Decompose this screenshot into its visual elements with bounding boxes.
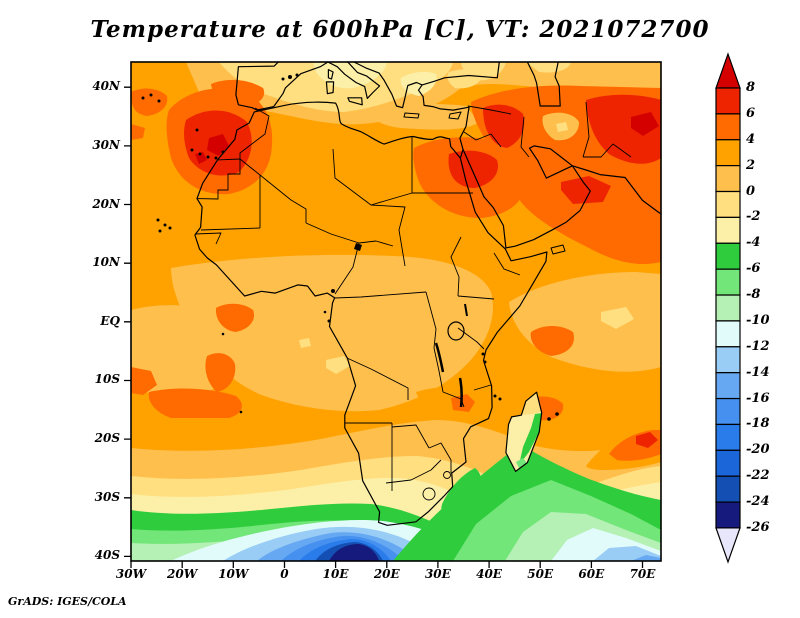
x-tick-label: 0 bbox=[280, 567, 289, 581]
colorbar-box bbox=[715, 190, 741, 219]
colorbar bbox=[715, 52, 741, 564]
y-tick-label: 30S bbox=[94, 489, 120, 504]
y-tick-label: 10S bbox=[94, 372, 120, 387]
colorbar-level-label: -4 bbox=[746, 235, 761, 251]
colorbar-box bbox=[715, 294, 741, 322]
colorbar-level-label: 8 bbox=[746, 80, 756, 95]
colorbar-level-label: -10 bbox=[746, 312, 770, 328]
colorbar-box bbox=[715, 165, 741, 193]
x-tick-label: 50E bbox=[527, 567, 554, 581]
colorbar-level-label: 0 bbox=[746, 183, 756, 199]
colorbar-level-label: -16 bbox=[746, 390, 770, 406]
colorbar-level-label: -18 bbox=[746, 416, 770, 432]
colorbar-box bbox=[715, 423, 741, 451]
y-tick-label: 20S bbox=[94, 431, 120, 446]
coastlines bbox=[194, 61, 662, 526]
colorbar-box bbox=[715, 372, 741, 400]
x-tick-label: 30E bbox=[424, 567, 451, 581]
x-tick-label: 10W bbox=[218, 567, 249, 581]
map-plot bbox=[124, 61, 662, 568]
x-tick-label: 60E bbox=[578, 567, 605, 581]
colorbar-level-label: 6 bbox=[746, 105, 756, 121]
colorbar-level-label: -6 bbox=[746, 261, 761, 277]
y-tick-label: 20N bbox=[92, 196, 120, 211]
colorbar-triangle bbox=[715, 52, 741, 89]
y-tick-label: 40S bbox=[94, 548, 120, 563]
colorbar-box bbox=[715, 397, 741, 426]
x-tick-label: 40E bbox=[476, 567, 502, 581]
colorbar-box bbox=[715, 139, 741, 167]
colorbar-level-label: -20 bbox=[746, 442, 770, 458]
temperature-field bbox=[131, 62, 661, 561]
page-title: Temperature at 600hPa [C], VT: 202107270… bbox=[90, 16, 710, 43]
colorbar-level-label: -8 bbox=[746, 287, 761, 303]
x-tick-label: 10E bbox=[322, 567, 349, 581]
colorbar-level-label: -2 bbox=[746, 209, 761, 225]
colorbar-triangle bbox=[715, 527, 741, 564]
colorbar-box bbox=[715, 475, 741, 503]
colorbar-box bbox=[715, 87, 741, 115]
x-tick-label: 20E bbox=[373, 567, 400, 581]
y-tick-label: EQ bbox=[100, 313, 120, 328]
country-borders bbox=[194, 101, 632, 501]
colorbar-level-label: -14 bbox=[746, 364, 770, 380]
colorbar-box bbox=[715, 113, 741, 141]
y-tick-label: 30N bbox=[92, 137, 120, 152]
colorbar-level-label: -24 bbox=[746, 494, 770, 510]
x-tick-label: 30W bbox=[115, 567, 147, 581]
island-dots bbox=[141, 73, 559, 421]
colorbar-box bbox=[715, 242, 741, 270]
attribution-text: GrADS: IGES/COLA bbox=[8, 595, 127, 608]
x-tick-label: 20W bbox=[167, 567, 198, 581]
colorbar-box bbox=[715, 501, 741, 529]
plot-frame bbox=[124, 61, 662, 568]
x-tick-marks bbox=[130, 561, 644, 568]
x-tick-label: 70E bbox=[629, 567, 656, 581]
y-tick-label: 10N bbox=[92, 255, 120, 270]
colorbar-box bbox=[715, 449, 741, 477]
colorbar-box bbox=[715, 346, 741, 374]
colorbar-box bbox=[715, 216, 741, 244]
lakes bbox=[434, 303, 468, 408]
y-tick-label: 40N bbox=[92, 79, 120, 94]
colorbar-level-label: -26 bbox=[746, 519, 770, 535]
colorbar-level-label: 4 bbox=[746, 131, 756, 147]
colorbar-box bbox=[715, 320, 741, 348]
colorbar-level-label: 2 bbox=[746, 157, 756, 173]
colorbar-level-label: -22 bbox=[746, 468, 770, 484]
colorbar-level-label: -12 bbox=[746, 338, 770, 354]
y-tick-marks bbox=[124, 86, 131, 558]
colorbar-box bbox=[715, 268, 741, 296]
